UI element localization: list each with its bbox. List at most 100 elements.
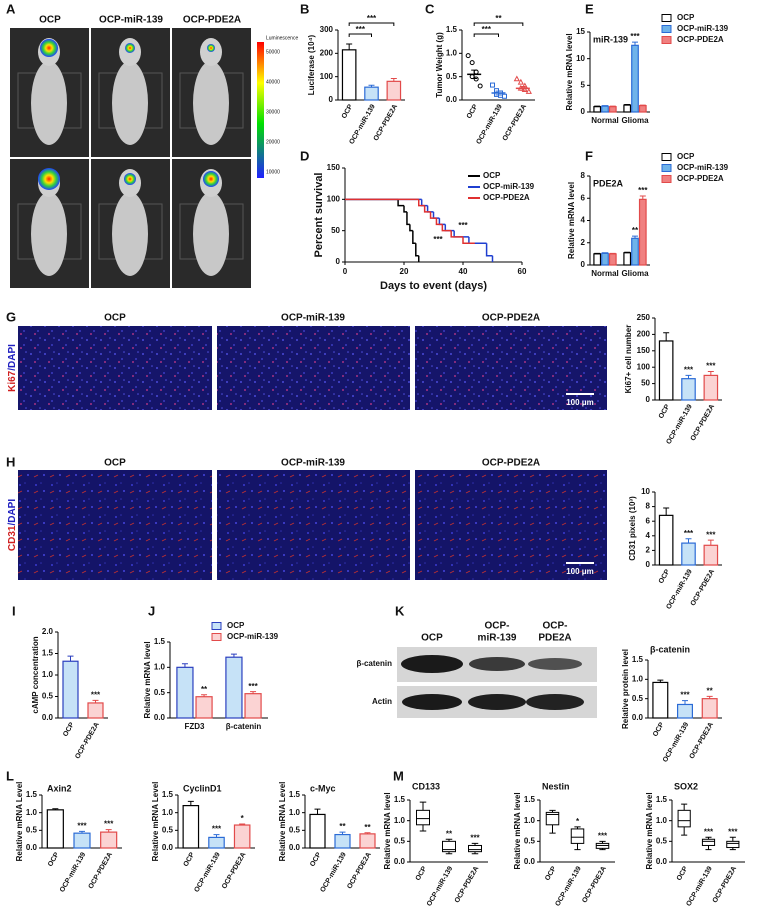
bar — [46, 809, 64, 849]
data-point — [525, 88, 532, 94]
x-tick-label: 20 — [400, 267, 409, 276]
y-tick-label: 1.0 — [26, 808, 38, 817]
error-bar — [67, 655, 74, 662]
micrograph — [18, 326, 212, 410]
stain-marker: CD31 — [7, 525, 18, 551]
error-bar — [187, 800, 194, 806]
y-tick-label: 1.5 — [162, 790, 174, 799]
mouse-body — [193, 192, 229, 276]
y-tick-label: 1.5 — [524, 795, 536, 804]
legend-label: OCP-miR-139 — [227, 632, 279, 641]
survival-step — [432, 211, 440, 219]
error-bar — [79, 830, 85, 834]
y-tick-label: 200 — [637, 330, 651, 339]
y-tick-label: 0.0 — [289, 843, 301, 852]
y-tick-label: 0.0 — [26, 843, 38, 852]
survival-step — [453, 230, 469, 238]
y-tick-label: 1.0 — [154, 662, 166, 671]
y-tick-label: 0.0 — [394, 857, 406, 866]
significance-bracket — [473, 33, 499, 37]
column-label: OCP-PDE2A — [183, 15, 241, 26]
legend-swatch — [661, 14, 672, 22]
legend-label: OCP-miR-139 — [677, 163, 729, 172]
data-point — [521, 86, 528, 93]
panel-label: D — [300, 148, 309, 163]
y-tick-label: 0.5 — [42, 692, 54, 701]
legend-label: OCP-PDE2A — [483, 193, 530, 202]
y-tick-label: 1.5 — [289, 790, 301, 799]
bar — [225, 656, 243, 719]
bar — [176, 666, 194, 719]
y-tick-label: 1.0 — [42, 670, 54, 679]
error-bar — [624, 251, 631, 253]
error-bar — [609, 252, 616, 254]
bar — [364, 86, 379, 101]
mouse-body — [31, 192, 67, 276]
mouse-body — [112, 61, 148, 145]
y-tick-label: 6 — [646, 516, 651, 525]
legend-label: OCP-miR-139 — [483, 182, 535, 191]
legend-swatch — [211, 622, 222, 630]
panel-label: H — [6, 454, 15, 469]
column-label: OCP-miR-139 — [281, 458, 345, 469]
error-bar — [639, 195, 646, 200]
x-tick-label: OCP — [309, 851, 323, 868]
panel-label: E — [585, 1, 594, 16]
mouse-body — [193, 61, 229, 145]
significance: ** — [495, 14, 502, 23]
lane-label: miR-139 — [478, 633, 517, 644]
box — [677, 809, 691, 828]
bar — [608, 106, 617, 113]
stain-label: Ki67/DAPI — [7, 344, 18, 392]
x-tick-label: OCP-PDE2A — [346, 851, 372, 890]
y-tick-label: 0.5 — [154, 688, 166, 697]
survival-step — [409, 224, 413, 232]
colorbar-ticks: 50000 40000 30000 20000 10000 — [266, 49, 280, 175]
legend-swatch — [661, 164, 672, 172]
y-tick-label: 4 — [646, 531, 651, 540]
x-tick-label: 40 — [459, 267, 468, 276]
x-tick-label: FZD3 — [185, 722, 206, 731]
error-bar — [92, 699, 99, 703]
bar — [208, 836, 225, 849]
lane-label: OCP- — [485, 621, 510, 632]
error-bar — [657, 679, 664, 683]
y-tick-label: 150 — [327, 163, 341, 172]
y-tick-label: 2 — [646, 546, 651, 555]
error-bar — [639, 104, 646, 106]
y-tick-label: 0.0 — [162, 843, 174, 852]
significance: *** — [684, 529, 694, 538]
y-tick-label: 150 — [637, 346, 651, 355]
box — [570, 828, 585, 844]
box — [416, 809, 430, 826]
significance: *** — [706, 530, 716, 539]
significance: *** — [248, 682, 258, 691]
y-tick-label: 0 — [581, 260, 586, 269]
luminescence — [124, 173, 136, 185]
survival-step — [426, 205, 434, 213]
y-axis-label: CD31 pixels (10³) — [628, 496, 637, 561]
y-tick-label: 0.5 — [632, 694, 644, 703]
x-tick-label: OCP-PDE2A — [690, 403, 716, 442]
data-point — [465, 53, 471, 59]
significance: *** — [91, 690, 101, 699]
error-bar — [339, 831, 346, 835]
column-label: OCP — [104, 458, 126, 469]
x-tick-label: OCP — [47, 851, 61, 868]
survival-step — [462, 236, 475, 244]
survival-step — [418, 199, 425, 207]
data-point — [490, 82, 495, 88]
box — [442, 840, 456, 853]
x-tick-label: OCP-PDE2A — [373, 103, 399, 142]
y-tick-label: 200 — [320, 48, 334, 57]
x-tick-label: OCP — [62, 721, 76, 738]
micrograph — [217, 326, 410, 410]
bar — [593, 253, 602, 266]
bar — [703, 374, 719, 401]
significance: *** — [104, 820, 114, 829]
x-tick-label: OCP-PDE2A — [221, 851, 247, 890]
y-tick-label: 0.0 — [632, 713, 644, 722]
bar — [681, 542, 696, 566]
error-bar — [181, 663, 188, 668]
luminescence — [203, 171, 219, 187]
